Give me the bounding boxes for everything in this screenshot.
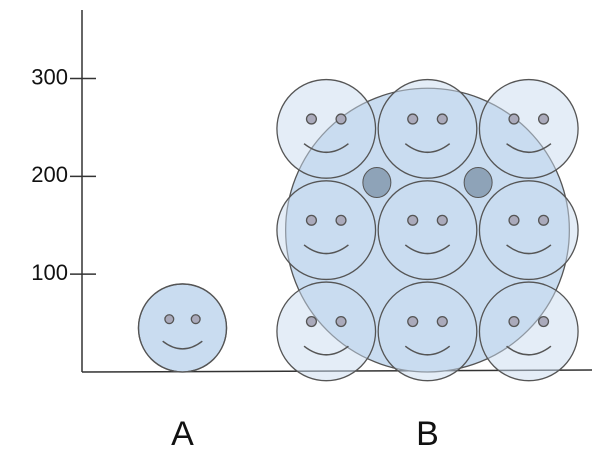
eye: [407, 113, 419, 125]
face: [478, 281, 579, 382]
blob: [362, 167, 392, 199]
eye: [190, 314, 201, 325]
y-tick-label: 200: [31, 162, 68, 187]
face: [377, 78, 478, 179]
eye: [335, 113, 347, 125]
eye: [537, 315, 550, 328]
eye: [407, 315, 419, 328]
eye: [508, 315, 520, 328]
y-tick-label: 300: [31, 64, 68, 89]
eye: [537, 214, 550, 226]
face: [478, 180, 579, 281]
face: [478, 78, 579, 179]
face: [377, 281, 478, 382]
eye: [436, 113, 448, 125]
face: [276, 180, 377, 281]
x-tick-label: B: [416, 415, 439, 453]
mouth: [404, 244, 451, 255]
eye: [305, 315, 318, 328]
eye: [305, 113, 318, 125]
eye: [537, 113, 550, 125]
face: [276, 78, 377, 179]
blob: [463, 167, 493, 199]
mouth: [506, 143, 552, 154]
eye: [508, 214, 520, 226]
mouth: [404, 143, 451, 154]
y-tick-label: 100: [31, 260, 68, 285]
x-tick-label: A: [171, 415, 194, 453]
eye: [407, 214, 419, 226]
face: [377, 180, 478, 281]
mouth: [303, 244, 349, 255]
mouth: [162, 340, 203, 350]
mouth: [404, 345, 451, 356]
face: [137, 283, 228, 373]
mouth: [303, 345, 349, 356]
eye: [164, 314, 175, 325]
eye: [436, 315, 448, 328]
eye: [508, 113, 520, 125]
mouth: [303, 143, 349, 154]
eye: [436, 214, 448, 226]
eye: [335, 214, 347, 226]
face: [276, 281, 377, 382]
eye: [335, 315, 347, 328]
mouth: [506, 345, 552, 356]
mouth: [506, 244, 552, 255]
eye: [305, 214, 318, 226]
